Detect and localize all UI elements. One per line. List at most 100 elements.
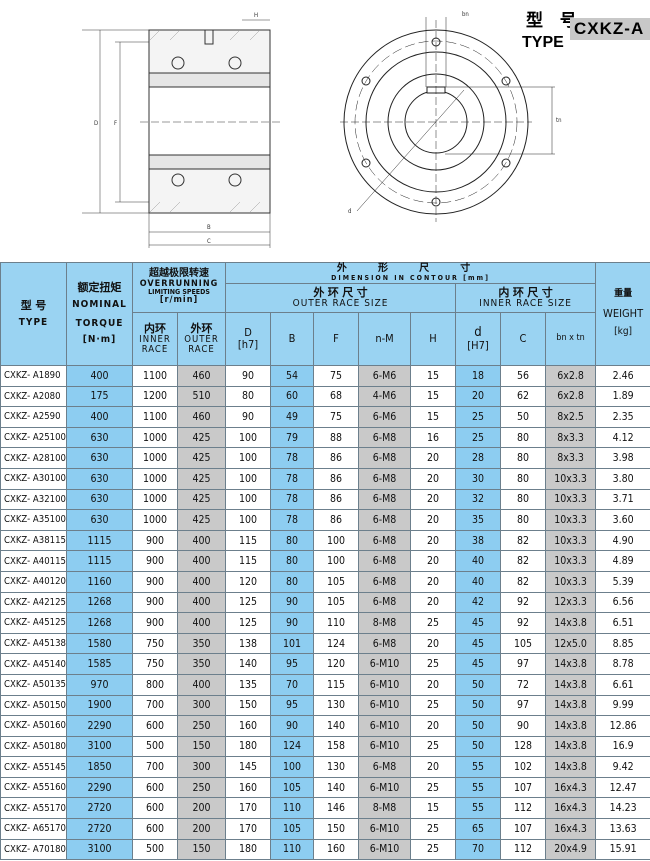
table-row: CXKZ- A50180 3100 500 150 180 124 158 6-M10 25 50… — [0, 735, 650, 758]
cell-inner-race-speed: 1000 — [132, 426, 178, 449]
cell-bxt: 10x3.3 — [545, 509, 597, 531]
spec-table: 型 号 TYPE 额定扭矩 NOMINAL TORQUE [N·m] 超越极限转速 OVE… — [0, 262, 650, 861]
label-H: H — [254, 12, 258, 19]
cell-bxt: 14x3.8 — [545, 735, 597, 758]
cell-D: 150 — [225, 694, 272, 717]
cell-C: 72 — [500, 673, 547, 696]
cell-bxt: 10x3.3 — [545, 550, 597, 572]
cell-B: 90 — [270, 715, 315, 737]
cell-H: 25 — [410, 653, 457, 675]
cell-outer-race-speed: 460 — [176, 406, 227, 428]
table-body: CXKZ- A1890 400 1100 460 90 54 75 6-M6 15 18 56 6x2… — [0, 365, 650, 861]
cell-H: 15 — [410, 365, 457, 387]
cell-torque: 1850 — [66, 756, 133, 778]
cell-D: 140 — [225, 653, 272, 675]
cell-outer-race-speed: 510 — [176, 385, 227, 408]
cell-type: CXKZ- A65170 — [0, 818, 67, 840]
header-weight: 重量 WEIGHT [kg] — [595, 262, 650, 366]
cell-d: 35 — [455, 509, 502, 531]
header-D: D [h7] — [225, 312, 272, 366]
cell-B: 79 — [270, 426, 315, 449]
cell-B: 49 — [270, 406, 315, 428]
cell-weight: 15.91 — [595, 838, 650, 861]
cell-H: 20 — [410, 550, 457, 572]
cell-D: 180 — [225, 838, 272, 861]
cell-d: 50 — [455, 673, 502, 696]
cell-n-M: 6-M10 — [358, 735, 412, 758]
cell-F: 124 — [313, 632, 360, 655]
header-n-M: n-M — [358, 312, 412, 366]
table-row: CXKZ- A2080 175 1200 510 80 60 68 4-M6 15 20 62 6x2… — [0, 385, 650, 408]
cell-type: CXKZ- A38115 — [0, 529, 67, 552]
cell-F: 158 — [313, 735, 360, 758]
cell-inner-race-speed: 800 — [132, 673, 178, 696]
cell-outer-race-speed: 300 — [176, 756, 227, 778]
cell-B: 95 — [270, 694, 315, 717]
front-view — [340, 17, 555, 222]
cell-d: 28 — [455, 447, 502, 469]
cell-outer-race-speed: 400 — [176, 529, 227, 552]
cell-d: 32 — [455, 488, 502, 511]
cell-D: 125 — [225, 612, 272, 634]
cell-D: 100 — [225, 426, 272, 449]
cell-type: CXKZ- A50135 — [0, 673, 67, 696]
cell-d: 38 — [455, 529, 502, 552]
cell-B: 78 — [270, 467, 315, 490]
label-B: B — [207, 224, 211, 231]
cell-B: 80 — [270, 570, 315, 593]
cell-outer-race-speed: 350 — [176, 632, 227, 655]
cell-bxt: 14x3.8 — [545, 612, 597, 634]
cell-F: 86 — [313, 488, 360, 511]
cell-weight: 3.71 — [595, 488, 650, 511]
cell-type: CXKZ- A50180 — [0, 735, 67, 758]
cell-C: 80 — [500, 488, 547, 511]
cell-outer-race-speed: 400 — [176, 591, 227, 614]
cell-H: 20 — [410, 488, 457, 511]
table-row: CXKZ- A65170 2720 600 200 170 105 150 6-M10 25 65… — [0, 818, 650, 840]
cell-bxt: 10x3.3 — [545, 488, 597, 511]
cell-n-M: 6-M8 — [358, 426, 412, 449]
cell-bxt: 12x5.0 — [545, 632, 597, 655]
header-inner-race: 内环 INNER RACE — [132, 312, 178, 366]
cell-torque: 1900 — [66, 694, 133, 717]
cell-H: 20 — [410, 529, 457, 552]
cell-n-M: 6-M10 — [358, 818, 412, 840]
cell-H: 20 — [410, 632, 457, 655]
cell-H: 25 — [410, 694, 457, 717]
cell-n-M: 6-M8 — [358, 632, 412, 655]
cell-F: 75 — [313, 365, 360, 387]
cell-weight: 13.63 — [595, 818, 650, 840]
cell-B: 78 — [270, 509, 315, 531]
cell-outer-race-speed: 400 — [176, 673, 227, 696]
cell-H: 15 — [410, 385, 457, 408]
table-row: CXKZ- A42125 1268 900 400 125 90 105 6-M8 20 42 92… — [0, 591, 650, 614]
cell-bxt: 10x3.3 — [545, 570, 597, 593]
cell-outer-race-speed: 250 — [176, 776, 227, 799]
cell-F: 146 — [313, 797, 360, 820]
cell-F: 75 — [313, 406, 360, 428]
label-bn: bn — [462, 11, 469, 18]
cell-D: 100 — [225, 509, 272, 531]
cell-B: 90 — [270, 612, 315, 634]
cell-torque: 3100 — [66, 735, 133, 758]
cell-d: 55 — [455, 776, 502, 799]
cell-bxt: 14x3.8 — [545, 715, 597, 737]
cell-inner-race-speed: 1200 — [132, 385, 178, 408]
cell-B: 110 — [270, 838, 315, 861]
cell-F: 86 — [313, 467, 360, 490]
cell-d: 40 — [455, 570, 502, 593]
cell-H: 25 — [410, 612, 457, 634]
cell-C: 82 — [500, 529, 547, 552]
cell-F: 100 — [313, 550, 360, 572]
cell-inner-race-speed: 1100 — [132, 406, 178, 428]
cell-type: CXKZ- A1890 — [0, 365, 67, 387]
cell-weight: 16.9 — [595, 735, 650, 758]
table-row: CXKZ- A45125 1268 900 400 125 90 110 8-M8 25 45 92… — [0, 612, 650, 634]
cell-n-M: 6-M6 — [358, 406, 412, 428]
cell-B: 78 — [270, 488, 315, 511]
cell-D: 80 — [225, 385, 272, 408]
table-row: CXKZ- A45140 1585 750 350 140 95 120 6-M10 25 45 9… — [0, 653, 650, 675]
cell-outer-race-speed: 400 — [176, 612, 227, 634]
header-type: 型 号 TYPE — [0, 262, 67, 366]
cell-H: 20 — [410, 756, 457, 778]
